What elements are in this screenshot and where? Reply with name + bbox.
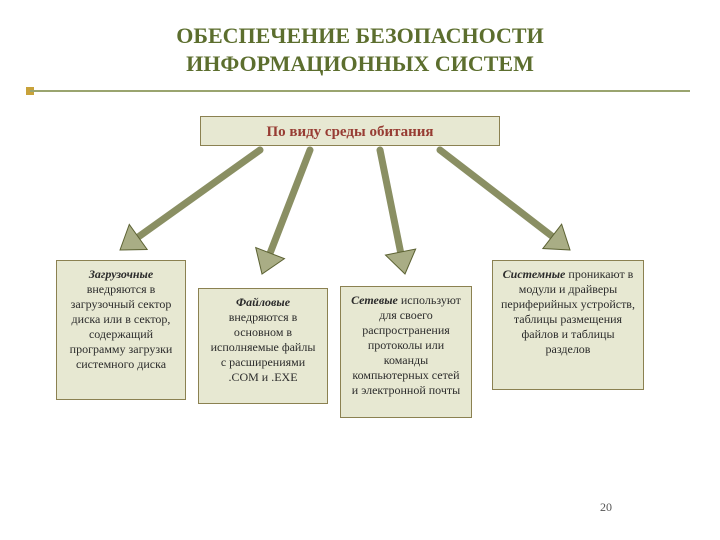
leaf-rest: внедряются в основном в исполняемые файл… <box>211 310 316 384</box>
leaf-lead: Загрузочные <box>89 267 153 281</box>
leaf-node: Файловые внедряются в основном в исполня… <box>198 288 328 404</box>
page-number: 20 <box>600 500 612 515</box>
leaf-node: Сетевые используют для своего распростра… <box>340 286 472 418</box>
leaf-lead: Файловые <box>236 295 290 309</box>
leaf-rest: используют для своего распространения пр… <box>352 293 461 397</box>
leaf-rest: внедряются в загрузочный сектор диска ил… <box>70 282 173 371</box>
leaf-lead: Системные <box>503 267 566 281</box>
leaf-lead: Сетевые <box>351 293 398 307</box>
leaf-node: Системные проникают в модули и драйверы … <box>492 260 644 390</box>
leaf-node: Загрузочные внедряются в загрузочный сек… <box>56 260 186 400</box>
